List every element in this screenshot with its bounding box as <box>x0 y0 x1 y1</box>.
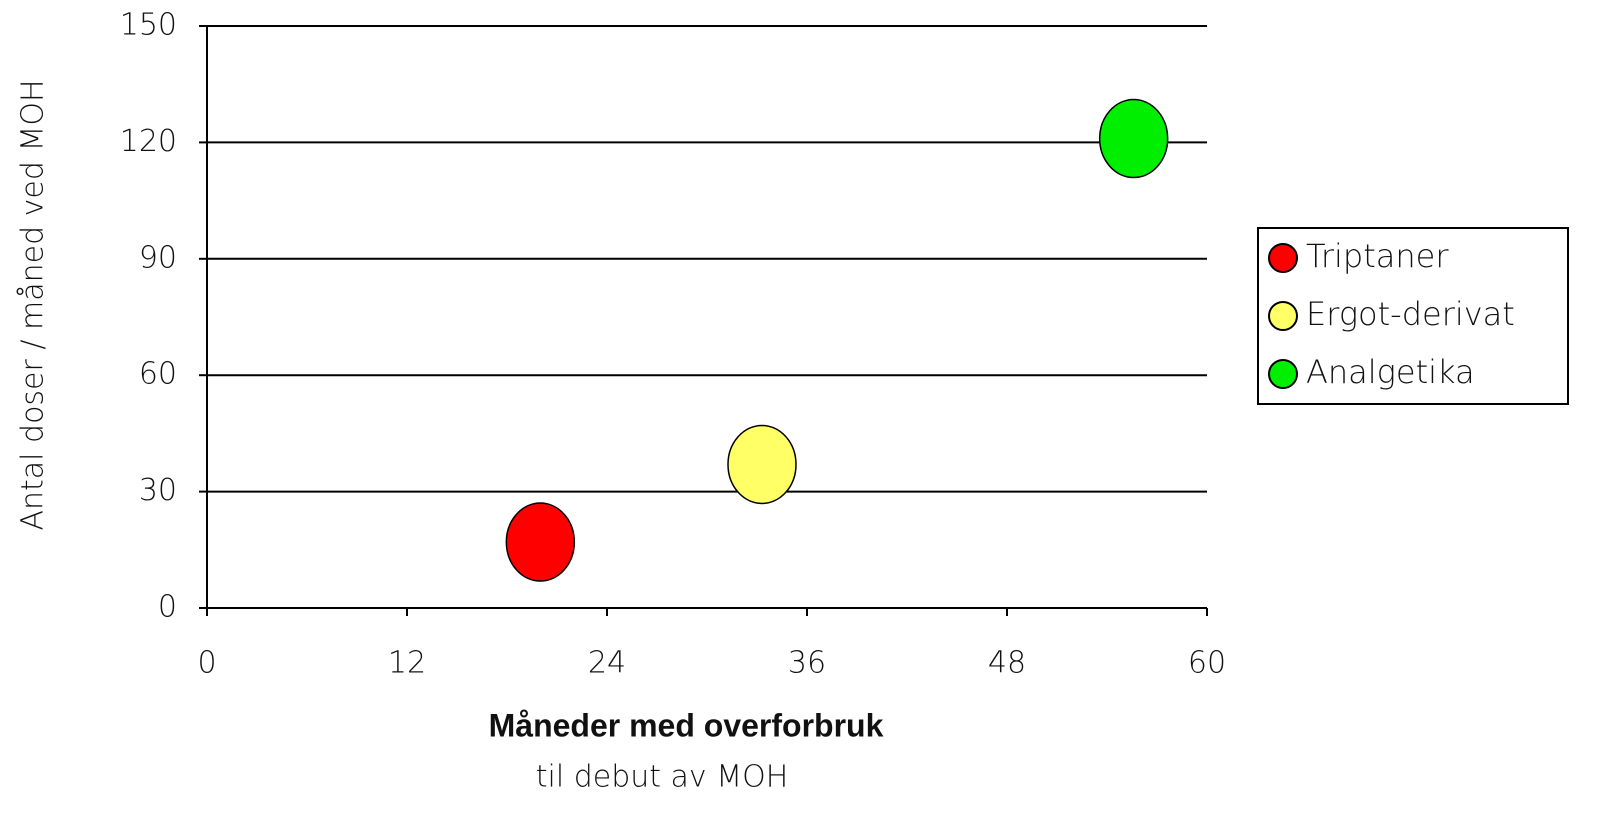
x-axis-subtitle: til debut av MOH <box>536 760 789 795</box>
y-tick-label: 30 <box>139 473 177 508</box>
y-tick-label: 150 <box>120 8 177 43</box>
y-tick-label: 0 <box>158 590 177 625</box>
x-tick-label: 24 <box>588 646 626 681</box>
legend-label: Analgetika <box>1306 353 1475 391</box>
legend-box <box>1257 227 1569 405</box>
x-axis-title: Måneder med overforbruk <box>489 707 884 743</box>
y-tick-label: 120 <box>120 124 177 159</box>
x-tick-label: 12 <box>388 646 426 681</box>
legend-label: Triptaner <box>1306 237 1449 275</box>
legend-marker <box>1268 243 1298 273</box>
bubble <box>1098 98 1169 179</box>
legend-marker <box>1268 301 1298 331</box>
legend-marker <box>1268 359 1298 389</box>
y-tick-label: 90 <box>139 240 177 275</box>
legend-label: Ergot-derivat <box>1306 295 1515 333</box>
y-tick-label: 60 <box>139 357 177 392</box>
y-axis-title: Antal doser / måned ved MOH <box>15 79 51 530</box>
x-tick-label: 60 <box>1188 646 1226 681</box>
x-tick-label: 36 <box>788 646 826 681</box>
bubble <box>727 424 797 505</box>
x-tick-label: 48 <box>988 646 1026 681</box>
bubble <box>505 502 576 582</box>
x-tick-label: 0 <box>197 646 216 681</box>
